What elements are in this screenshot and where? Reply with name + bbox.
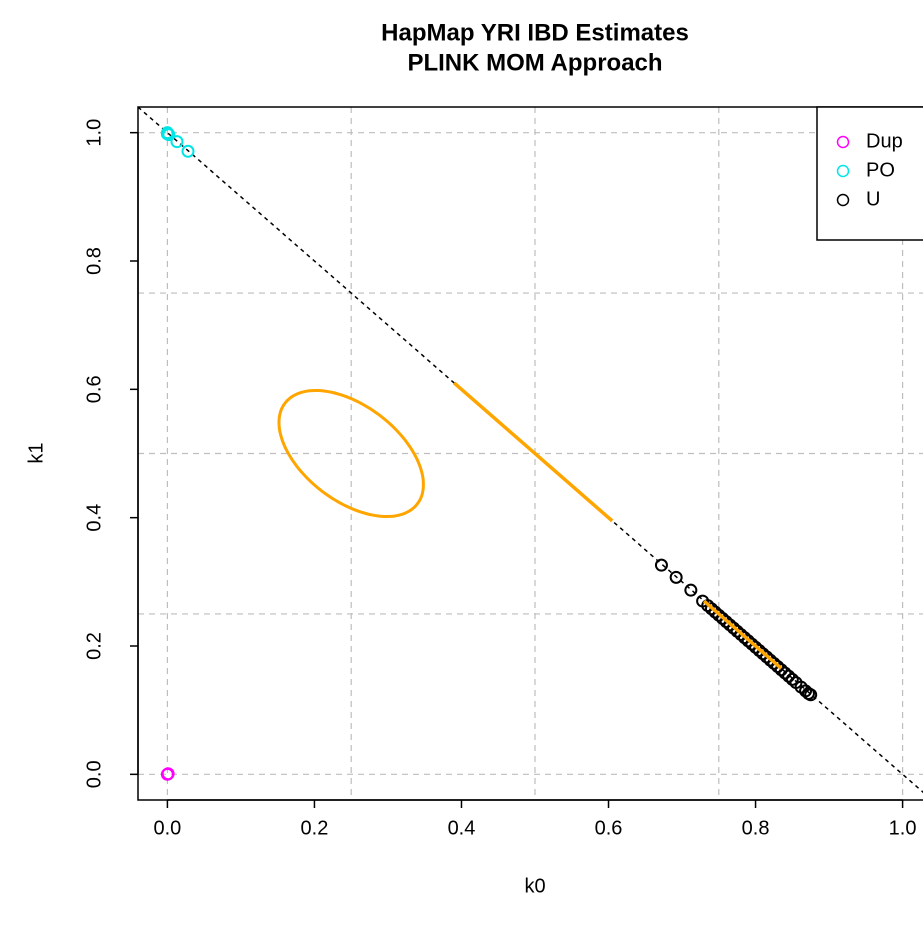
legend-label: U [866, 188, 880, 210]
point [767, 656, 781, 670]
x-axis-label: k0 [524, 875, 545, 897]
point [170, 135, 184, 149]
points [160, 126, 818, 781]
legend-label: Dup [866, 130, 903, 152]
y-tick-label: 0.0 [83, 760, 105, 788]
point [778, 666, 792, 680]
point [162, 128, 176, 142]
point [730, 624, 744, 638]
point [785, 672, 799, 686]
point [763, 653, 777, 667]
point [161, 767, 175, 781]
point [734, 627, 748, 641]
point [752, 643, 766, 657]
y-tick-label: 0.8 [83, 247, 105, 275]
point [181, 144, 195, 158]
point [760, 650, 774, 664]
y-tick-label: 0.4 [83, 504, 105, 532]
point [712, 608, 726, 622]
x-tick-label: 0.2 [301, 817, 329, 839]
point [774, 663, 788, 677]
legend-box [816, 106, 923, 241]
y-tick-label: 0.6 [83, 375, 105, 403]
legend-marker [836, 193, 850, 207]
plot-area [138, 107, 923, 800]
point [741, 634, 755, 648]
point [684, 583, 698, 597]
point [727, 621, 740, 635]
point [782, 669, 796, 683]
x-tick-label: 0.0 [154, 817, 182, 839]
fit-segment [452, 381, 614, 523]
x-tick-label: 0.6 [595, 817, 623, 839]
point [708, 605, 722, 619]
point [745, 637, 759, 651]
point [715, 611, 729, 625]
point [756, 647, 770, 661]
point [654, 558, 668, 572]
legend-label: PO [866, 159, 895, 181]
ellipse [277, 389, 425, 518]
point [704, 602, 718, 616]
y-tick-label: 0.2 [83, 632, 105, 660]
fit-segment [702, 599, 783, 670]
chart-title: HapMap YRI IBD Estimates [381, 19, 689, 46]
legend-marker [836, 164, 850, 178]
point [804, 688, 818, 702]
x-tick-label: 0.8 [742, 817, 770, 839]
legend-marker [836, 135, 850, 149]
x-tick-label: 1.0 [889, 817, 917, 839]
point [738, 631, 752, 645]
point [723, 618, 737, 632]
chart-subtitle: PLINK MOM Approach [407, 49, 662, 76]
x-tick-label: 0.4 [448, 817, 476, 839]
y-tick-label: 1.0 [83, 119, 105, 147]
point [669, 570, 683, 584]
point [719, 615, 733, 629]
point [771, 660, 785, 674]
y-axis-label: k1 [25, 442, 47, 463]
point [749, 640, 763, 654]
point [701, 599, 715, 613]
